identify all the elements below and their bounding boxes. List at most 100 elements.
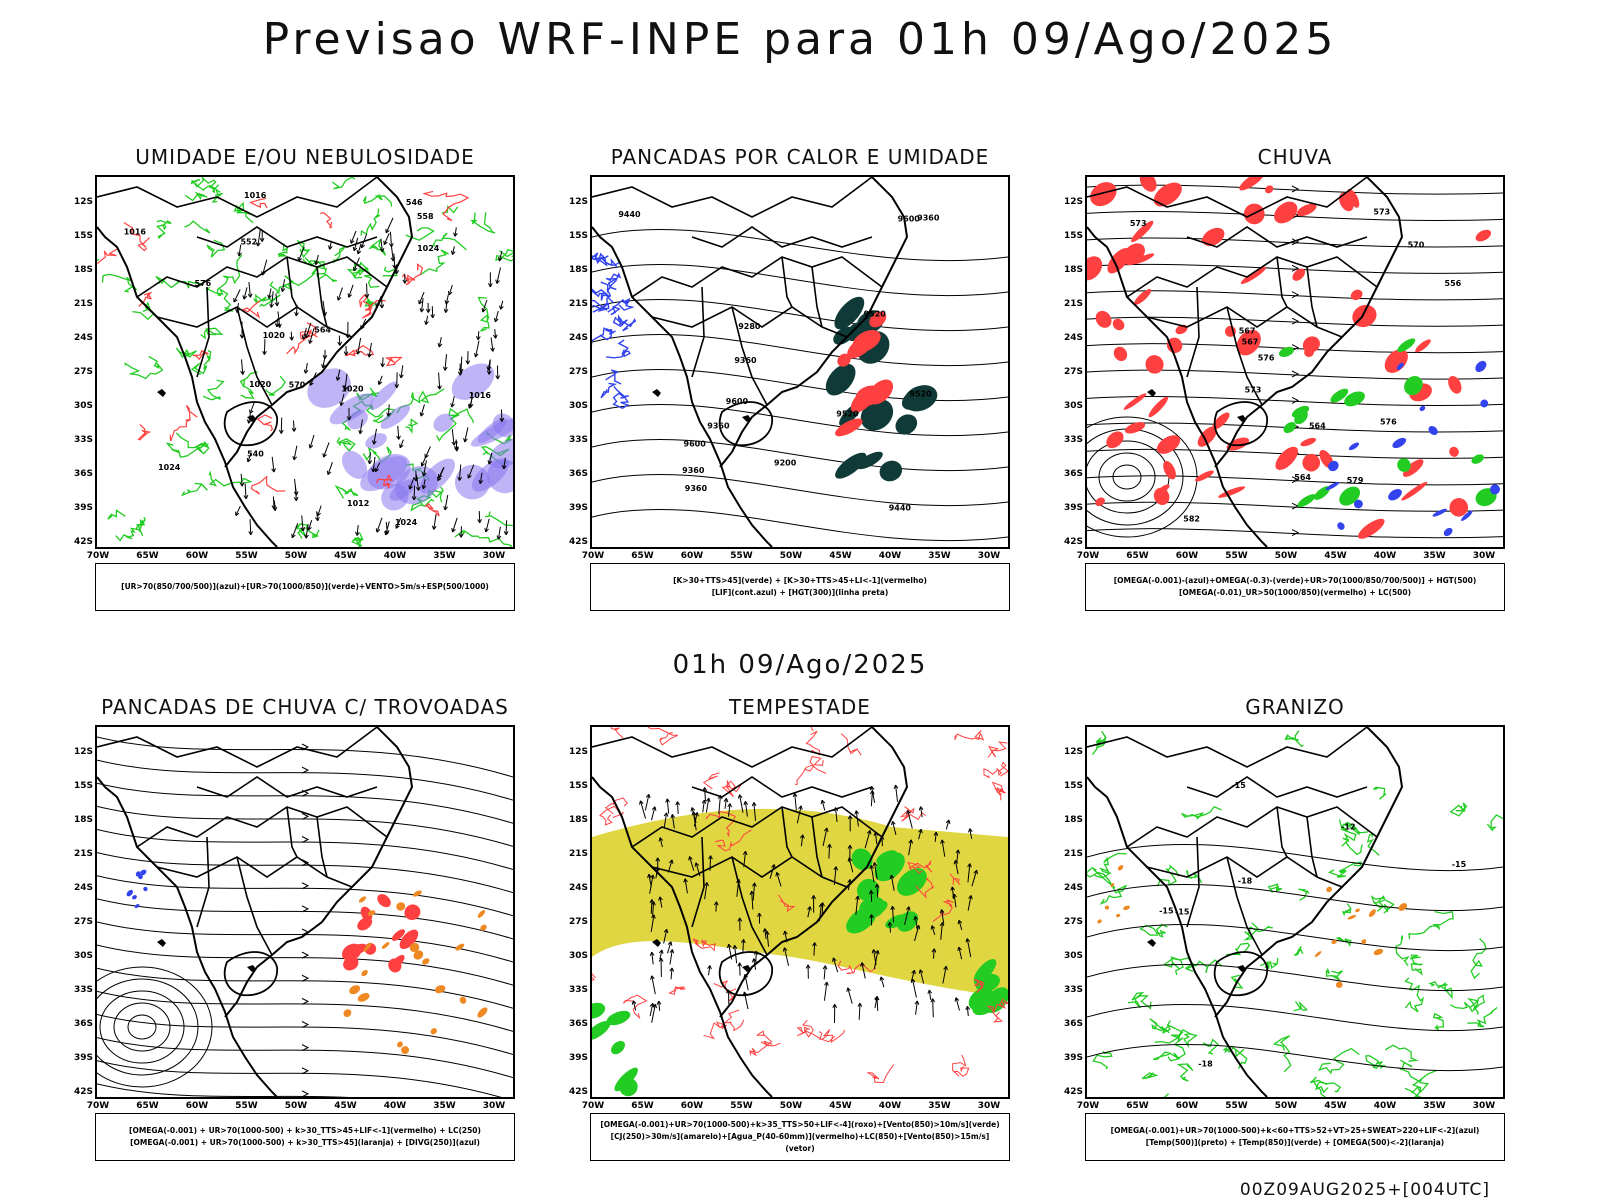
y-tick-label: 15S [1063,781,1083,791]
y-tick-label: 33S [1063,985,1083,995]
legend-line: [UR>70(850/700/500)](azul)+[UR>70(1000/8… [121,582,489,591]
y-tick-label: 21S [1063,849,1083,859]
panel-umidade: UMIDADE E/OU NEBULOSIDADE 1016 1020 1024 10… [65,145,545,625]
legend-line: [CJ(250)>30m/s](amarelo)+[Agua_P(40-60mm… [610,1132,990,1153]
y-tick-label: 18S [568,265,588,275]
main-title: Previsao WRF-INPE para 01h 09/Ago/2025 [262,14,1338,65]
y-tick-label: 12S [568,197,588,207]
y-tick-label: 33S [568,985,588,995]
contour-label: 9520 [836,410,859,419]
contour-label: 1016 [469,391,492,400]
contour-label: 570 [289,380,306,389]
y-tick-label: 27S [568,367,588,377]
contour-label: 1024 [395,518,418,527]
legend-line: [Temp(500)](preto) + [Temp(850)](verde) … [1145,1138,1445,1147]
panel-title: PANCADAS DE CHUVA C/ TROVOADAS [101,695,509,719]
panel-legend: [UR>70(850/700/500)](azul)+[UR>70(1000/8… [95,563,515,611]
y-tick-label: 33S [568,435,588,445]
y-tick-label: 27S [1063,917,1083,927]
contour-label: 1020 [249,380,272,389]
x-tick-label: 65W [136,1101,159,1111]
contour-label: 546 [406,198,423,207]
y-tick-label: 15S [73,781,93,791]
contour-label: 582 [1183,514,1200,523]
contour-label: 1024 [417,244,440,253]
y-tick-label: 33S [73,435,93,445]
contour-label: 1020 [263,331,286,340]
y-tick-label: 39S [568,503,588,513]
y-tick-label: 36S [1063,469,1083,479]
weather-map: 9520 9600 9600 9600 9520 9440 9360 9200 9520 9440… [592,177,1008,547]
panel-pancadas-calor: PANCADAS POR CALOR E UMIDADE 9520 9600 960… [560,145,1040,625]
y-tick-label: 12S [73,747,93,757]
map-area: 1016 1020 1024 1012 1016 1024 1020 1016 1024 564 5… [95,175,515,549]
x-tick-label: 70W [581,1101,605,1111]
y-tick-label: 15S [73,231,93,241]
contour-label: 567 [1239,327,1256,336]
contour-label: 570 [1408,241,1425,250]
x-tick-label: 30W [1472,551,1496,561]
contour-label: 9520 [909,389,932,398]
legend-line: [OMEGA(-0.001)-(azul)+OMEGA(-0.3)-(verde… [1113,576,1477,585]
y-tick-label: 42S [73,537,93,547]
y-tick-label: 18S [73,815,93,825]
y-tick-label: 24S [1063,333,1083,343]
y-tick-label: 21S [1063,299,1083,309]
panel-trovoadas: PANCADAS DE CHUVA C/ TROVOADAS [OMEGA(-0… [65,695,545,1175]
x-tick-label: 55W [235,1101,258,1111]
contour-label: 1024 [158,463,181,472]
y-tick-label: 39S [73,503,93,513]
panel-granizo: GRANIZO -12 -15 -15 -18 -15 -15 -18 [OMEGA(-0.… [1055,695,1535,1175]
weather-map [97,727,513,1097]
x-tick-label: 50W [1274,1101,1298,1111]
x-tick-label: 45W [1324,551,1347,561]
y-tick-label: 15S [1063,231,1083,241]
x-tick-label: 50W [779,551,803,561]
x-tick-label: 55W [235,551,258,561]
contour-label: 558 [417,212,434,221]
map-area: -12 -15 -15 -18 -15 -15 -18 [1085,725,1505,1099]
x-tick-label: 45W [334,1101,357,1111]
y-tick-label: 12S [568,747,588,757]
panel-title: CHUVA [1257,145,1333,169]
x-tick-label: 30W [482,551,506,561]
y-tick-label: 39S [568,1053,588,1063]
legend-line: [LIF](cont.azul) + [HGT(300)](linha pret… [711,588,889,597]
contour-label: 9360 [682,466,705,475]
x-tick-label: 60W [680,551,704,561]
contour-label: 9440 [618,210,641,219]
x-tick-label: 60W [680,1101,704,1111]
contour-label: -15 [1159,906,1174,915]
map-area [590,725,1010,1099]
map-area: 9520 9600 9600 9600 9520 9440 9360 9200 9520 9440… [590,175,1010,549]
y-tick-label: 39S [1063,503,1083,513]
x-tick-label: 45W [829,551,852,561]
legend-line: [OMEGA(-0.001)+UR>70(1000-500)+k<60+TTS>… [1110,1126,1480,1135]
y-tick-label: 12S [73,197,93,207]
y-tick-label: 18S [1063,265,1083,275]
x-tick-label: 45W [829,1101,852,1111]
contour-label: 573 [1245,386,1262,395]
weather-map: 1016 1020 1024 1012 1016 1024 1020 1016 1024 564 5… [97,177,513,547]
y-tick-label: 30S [568,401,588,411]
y-tick-label: 24S [73,333,93,343]
y-tick-label: 12S [1063,747,1083,757]
y-tick-label: 30S [73,401,93,411]
contour-label: 564 [1294,473,1311,482]
y-tick-label: 12S [1063,197,1083,207]
y-tick-label: 30S [1063,951,1083,961]
contour-label: 556 [1445,279,1462,288]
x-tick-label: 35W [1423,551,1446,561]
x-tick-label: 70W [86,1101,110,1111]
y-tick-label: 15S [568,781,588,791]
legend-line: [OMEGA(-0.001)+UR>70(1000-500)+k>35_TTS>… [600,1120,1000,1129]
contour-label: -15 [1231,781,1246,790]
legend-line: [OMEGA(-0.01)_UR>50(1000/850)(vermelho) … [1178,588,1412,597]
y-tick-label: 21S [73,849,93,859]
y-tick-label: 36S [568,469,588,479]
contour-label: 567 [1242,337,1259,346]
x-tick-label: 40W [383,551,407,561]
contour-label: 9360 [707,421,730,430]
x-tick-label: 40W [383,1101,407,1111]
x-tick-label: 55W [730,551,753,561]
